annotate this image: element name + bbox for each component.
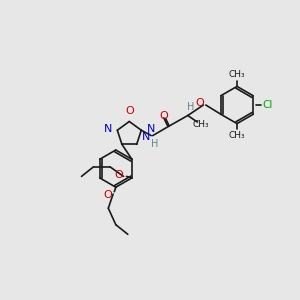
Text: O: O (125, 106, 134, 116)
Text: H: H (151, 139, 158, 149)
Text: O: O (114, 170, 123, 180)
Text: CH₃: CH₃ (229, 70, 245, 79)
Text: N: N (142, 131, 150, 142)
Text: CH₃: CH₃ (193, 120, 210, 129)
Text: H: H (187, 102, 194, 112)
Text: O: O (103, 190, 112, 200)
Text: N: N (147, 124, 155, 134)
Text: CH₃: CH₃ (229, 131, 245, 140)
Text: N: N (103, 124, 112, 134)
Text: O: O (159, 111, 168, 122)
Text: Cl: Cl (263, 100, 273, 110)
Text: O: O (196, 98, 204, 109)
